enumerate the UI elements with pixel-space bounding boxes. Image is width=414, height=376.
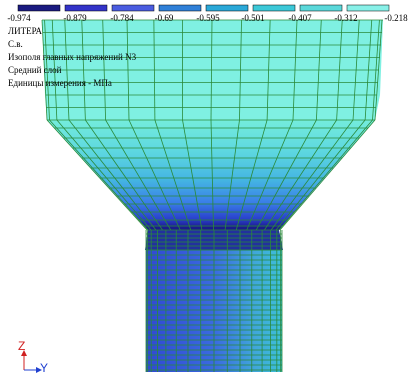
legend-swatch [253, 5, 295, 11]
legend-swatch [112, 5, 154, 11]
axes-triad: Z Y [18, 339, 48, 375]
info-line: Единицы измерения - МПа [8, 78, 112, 88]
legend-label: -0.69 [155, 13, 174, 23]
info-line: Изополя главных напряжений N3 [8, 52, 137, 62]
legend-label: -0.501 [241, 13, 264, 23]
legend-swatch [347, 5, 389, 11]
legend-label: -0.407 [288, 13, 312, 23]
z-label: Z [18, 339, 25, 353]
model [42, 20, 383, 372]
legend-label: -0.974 [7, 13, 31, 23]
info-line: С.в. [8, 39, 23, 49]
legend-label: -0.218 [384, 13, 408, 23]
color-legend: -0.974 -0.879 -0.784 -0.69 -0.595 -0.501… [7, 5, 408, 23]
legend-swatch [300, 5, 342, 11]
info-line: ЛИТЕРА [8, 26, 42, 36]
legend-swatch [206, 5, 248, 11]
screen: -0.974 -0.879 -0.784 -0.69 -0.595 -0.501… [0, 0, 414, 376]
legend-label: -0.312 [334, 13, 357, 23]
y-label: Y [40, 361, 48, 375]
legend-swatch [18, 5, 60, 11]
legend-label: -0.879 [63, 13, 87, 23]
legend-label: -0.595 [196, 13, 220, 23]
legend-swatch [65, 5, 107, 11]
legend-label: -0.784 [110, 13, 134, 23]
info-line: Средний слой [8, 65, 62, 75]
legend-swatch [159, 5, 201, 11]
